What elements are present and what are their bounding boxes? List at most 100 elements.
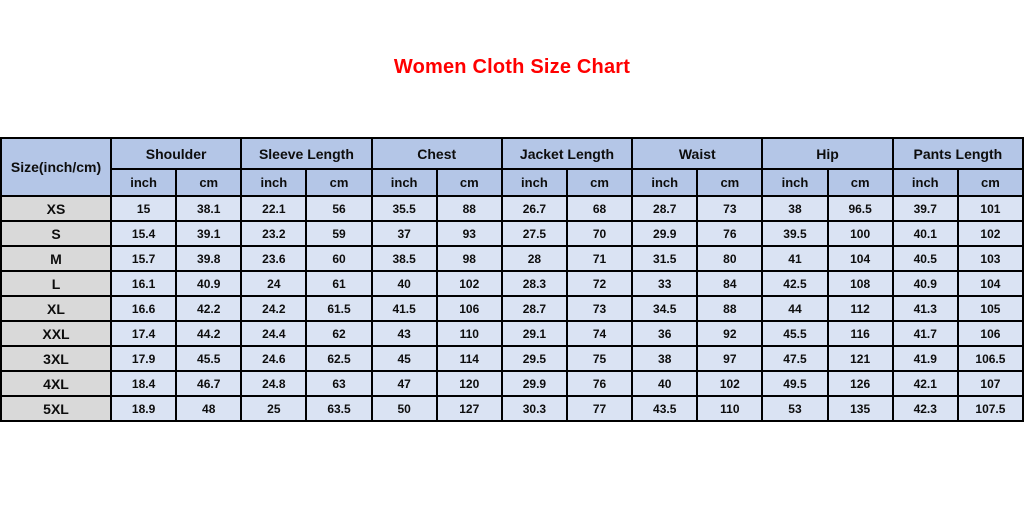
- page-title: Women Cloth Size Chart: [393, 56, 631, 78]
- cell-5xl-shoulder-inch: 18.9: [109, 395, 178, 422]
- cell-m-chest-cm: 98: [435, 245, 503, 272]
- cell-xl-sleeve-length-inch: 24.2: [240, 295, 308, 322]
- table-row-s: S 15.4 39.1 23.2 59 37 93 27.5 70 29.9 76 39.5 100 40…: [0, 220, 1024, 247]
- cell-m-chest-inch: 38.5: [370, 245, 438, 272]
- unit-header-jacket-length-cm: cm: [565, 168, 634, 197]
- cell-xxl-hip-inch: 45.5: [761, 320, 829, 347]
- cell-5xl-pants-length-cm: 107.5: [956, 395, 1024, 422]
- table-row-l: L 16.1 40.9 24 61 40 102 28.3 72 33 84 42.5 108 40.9 1…: [0, 270, 1024, 297]
- cell-xs-waist-cm: 73: [696, 195, 764, 222]
- cell-4xl-shoulder-inch: 18.4: [109, 370, 178, 397]
- table-row-m: M 15.7 39.8 23.6 60 38.5 98 28 71 31.5 80 41 104 40.5…: [0, 245, 1024, 272]
- cell-xs-jacket-length-cm: 68: [565, 195, 634, 222]
- cell-xs-jacket-length-inch: 26.7: [500, 195, 568, 222]
- cell-4xl-chest-cm: 120: [435, 370, 503, 397]
- cell-xxl-sleeve-length-cm: 62: [305, 320, 373, 347]
- unit-header-sleeve-length-cm: cm: [305, 168, 373, 197]
- cell-xl-sleeve-length-cm: 61.5: [305, 295, 373, 322]
- cell-m-sleeve-length-inch: 23.6: [240, 245, 308, 272]
- group-header-chest: Chest: [370, 137, 503, 170]
- cell-xl-chest-inch: 41.5: [370, 295, 438, 322]
- cell-xxl-jacket-length-cm: 74: [565, 320, 634, 347]
- cell-4xl-hip-inch: 49.5: [761, 370, 829, 397]
- cell-s-chest-cm: 93: [435, 220, 503, 247]
- group-header-waist: Waist: [631, 137, 764, 170]
- size-cell-s: S: [0, 220, 112, 247]
- cell-3xl-pants-length-cm: 106.5: [956, 345, 1024, 372]
- cell-l-pants-length-inch: 40.9: [891, 270, 959, 297]
- cell-l-shoulder-inch: 16.1: [109, 270, 178, 297]
- cell-3xl-shoulder-cm: 45.5: [175, 345, 243, 372]
- cell-l-sleeve-length-inch: 24: [240, 270, 308, 297]
- cell-xs-pants-length-cm: 101: [956, 195, 1024, 222]
- cell-xl-chest-cm: 106: [435, 295, 503, 322]
- group-header-jacket-length: Jacket Length: [500, 137, 634, 170]
- cell-xxl-shoulder-inch: 17.4: [109, 320, 178, 347]
- table-header: Size(inch/cm) Shoulder Sleeve Length Chest…: [0, 137, 1024, 197]
- cell-xxl-hip-cm: 116: [826, 320, 894, 347]
- cell-xs-sleeve-length-inch: 22.1: [240, 195, 308, 222]
- cell-3xl-hip-inch: 47.5: [761, 345, 829, 372]
- cell-xxl-pants-length-inch: 41.7: [891, 320, 959, 347]
- unit-header-chest-inch: inch: [370, 168, 438, 197]
- cell-4xl-shoulder-cm: 46.7: [175, 370, 243, 397]
- cell-xs-sleeve-length-cm: 56: [305, 195, 373, 222]
- cell-l-hip-cm: 108: [826, 270, 894, 297]
- group-header-hip: Hip: [761, 137, 894, 170]
- unit-header-sleeve-length-inch: inch: [240, 168, 308, 197]
- cell-l-sleeve-length-cm: 61: [305, 270, 373, 297]
- cell-3xl-jacket-length-cm: 75: [565, 345, 634, 372]
- size-cell-xs: XS: [0, 195, 112, 222]
- size-cell-xl: XL: [0, 295, 112, 322]
- cell-xs-shoulder-inch: 15: [109, 195, 178, 222]
- cell-xs-pants-length-inch: 39.7: [891, 195, 959, 222]
- table-row-4xl: 4XL 18.4 46.7 24.8 63 47 120 29.9 76 40 102 49.5 126…: [0, 370, 1024, 397]
- cell-s-shoulder-cm: 39.1: [175, 220, 243, 247]
- cell-xl-pants-length-inch: 41.3: [891, 295, 959, 322]
- table-body: XS 15 38.1 22.1 56 35.5 88 26.7 68 28.7 73 38 96.5 39…: [0, 195, 1024, 422]
- cell-xxl-waist-inch: 36: [631, 320, 699, 347]
- cell-s-hip-inch: 39.5: [761, 220, 829, 247]
- cell-3xl-waist-inch: 38: [631, 345, 699, 372]
- cell-4xl-waist-inch: 40: [631, 370, 699, 397]
- cell-xs-chest-inch: 35.5: [370, 195, 438, 222]
- cell-3xl-pants-length-inch: 41.9: [891, 345, 959, 372]
- cell-s-sleeve-length-inch: 23.2: [240, 220, 308, 247]
- cell-xl-shoulder-inch: 16.6: [109, 295, 178, 322]
- cell-l-chest-inch: 40: [370, 270, 438, 297]
- unit-header-shoulder-cm: cm: [175, 168, 243, 197]
- cell-5xl-pants-length-inch: 42.3: [891, 395, 959, 422]
- cell-5xl-hip-inch: 53: [761, 395, 829, 422]
- cell-s-waist-inch: 29.9: [631, 220, 699, 247]
- cell-4xl-chest-inch: 47: [370, 370, 438, 397]
- cell-l-jacket-length-inch: 28.3: [500, 270, 568, 297]
- cell-xxl-chest-cm: 110: [435, 320, 503, 347]
- cell-5xl-sleeve-length-cm: 63.5: [305, 395, 373, 422]
- cell-xxl-sleeve-length-inch: 24.4: [240, 320, 308, 347]
- cell-m-jacket-length-inch: 28: [500, 245, 568, 272]
- cell-4xl-jacket-length-inch: 29.9: [500, 370, 568, 397]
- unit-header-hip-cm: cm: [826, 168, 894, 197]
- cell-xl-jacket-length-inch: 28.7: [500, 295, 568, 322]
- cell-xl-jacket-length-cm: 73: [565, 295, 634, 322]
- size-cell-xxl: XXL: [0, 320, 112, 347]
- cell-xs-chest-cm: 88: [435, 195, 503, 222]
- table-row-xl: XL 16.6 42.2 24.2 61.5 41.5 106 28.7 73 34.5 88 44 1…: [0, 295, 1024, 322]
- unit-header-chest-cm: cm: [435, 168, 503, 197]
- corner-header-size: Size(inch/cm): [0, 137, 112, 197]
- group-header-pants-length: Pants Length: [891, 137, 1024, 170]
- cell-3xl-chest-cm: 114: [435, 345, 503, 372]
- cell-4xl-pants-length-inch: 42.1: [891, 370, 959, 397]
- unit-header-pants-length-cm: cm: [956, 168, 1024, 197]
- unit-header-jacket-length-inch: inch: [500, 168, 568, 197]
- unit-header-hip-inch: inch: [761, 168, 829, 197]
- cell-l-waist-inch: 33: [631, 270, 699, 297]
- cell-3xl-chest-inch: 45: [370, 345, 438, 372]
- unit-header-waist-inch: inch: [631, 168, 699, 197]
- size-cell-3xl: 3XL: [0, 345, 112, 372]
- cell-3xl-sleeve-length-inch: 24.6: [240, 345, 308, 372]
- cell-xl-waist-cm: 88: [696, 295, 764, 322]
- cell-xs-shoulder-cm: 38.1: [175, 195, 243, 222]
- cell-m-shoulder-cm: 39.8: [175, 245, 243, 272]
- cell-l-pants-length-cm: 104: [956, 270, 1024, 297]
